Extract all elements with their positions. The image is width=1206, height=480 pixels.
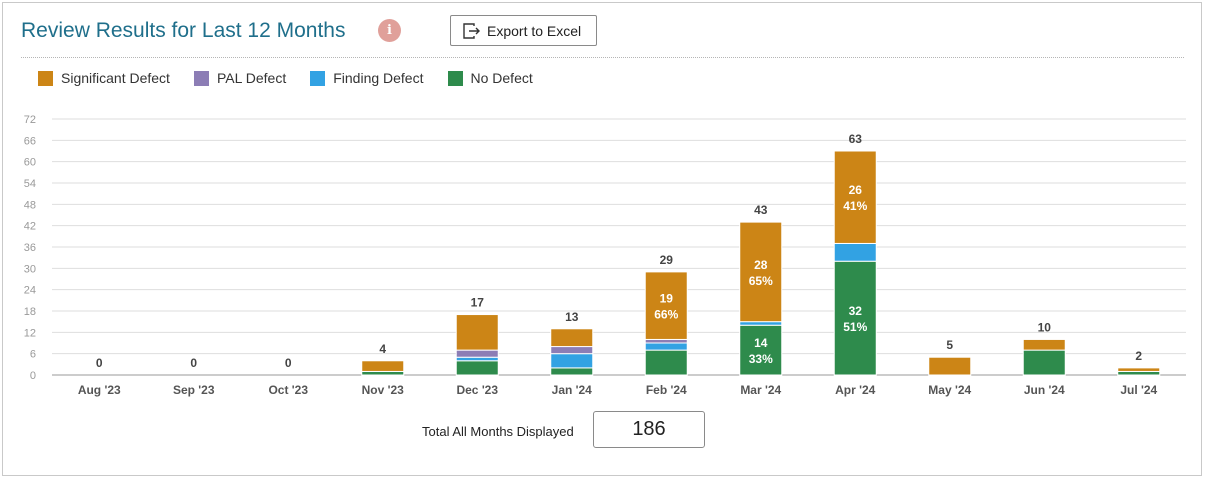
bar-segment xyxy=(739,321,783,326)
legend-swatch xyxy=(193,70,209,86)
legend-swatch xyxy=(38,70,53,86)
bar-segment xyxy=(1117,370,1161,376)
legend-label: PAL Defect xyxy=(216,70,287,86)
y-tick-label: 60 xyxy=(24,157,36,169)
bar-total-label: 2 xyxy=(1135,349,1142,363)
bar-segment xyxy=(644,271,688,340)
y-tick-label: 42 xyxy=(24,221,36,233)
bar-segment xyxy=(644,338,688,344)
legend-label: No Defect xyxy=(470,70,533,86)
bar-total-label: 0 xyxy=(96,356,103,370)
bar-total-label: 5 xyxy=(946,338,953,352)
legend-label: Finding Defect xyxy=(333,70,424,86)
segment-percent-label: 65% xyxy=(749,274,773,288)
bar-segment xyxy=(928,356,972,376)
segment-count-label: 14 xyxy=(754,336,768,350)
legend-item-pal-defect[interactable]: PAL Defect xyxy=(193,70,287,86)
bar-total-label: 13 xyxy=(565,310,579,324)
x-tick-label: Jun '24 xyxy=(1024,383,1065,397)
y-tick-label: 54 xyxy=(24,178,36,190)
x-tick-label: Jul '24 xyxy=(1120,383,1157,397)
bar-segment xyxy=(550,367,594,376)
x-tick-label: Mar '24 xyxy=(740,383,781,397)
bar-segment xyxy=(550,328,594,348)
x-tick-label: Feb '24 xyxy=(646,383,687,397)
bar-total-label: 4 xyxy=(379,342,386,356)
legend-label: Significant Defect xyxy=(61,70,170,86)
segment-percent-label: 51% xyxy=(843,320,867,334)
bar-segment xyxy=(644,342,688,351)
legend-swatch xyxy=(310,70,326,86)
export-icon xyxy=(463,22,481,39)
bar-total-label: 0 xyxy=(285,356,292,370)
bar-segment xyxy=(455,356,499,362)
y-tick-label: 30 xyxy=(24,263,36,275)
y-tick-label: 36 xyxy=(24,242,36,254)
bar-total-label: 10 xyxy=(1038,320,1052,334)
total-value: 186 xyxy=(593,411,705,448)
segment-count-label: 28 xyxy=(754,258,768,272)
y-tick-label: 24 xyxy=(24,285,36,297)
bar-segment xyxy=(455,360,499,376)
x-tick-label: Apr '24 xyxy=(835,383,876,397)
bar-segment xyxy=(361,360,405,372)
bar-segment xyxy=(455,314,499,351)
segment-count-label: 19 xyxy=(660,292,674,306)
bar-segment xyxy=(550,346,594,355)
segment-percent-label: 66% xyxy=(654,308,678,322)
bar-segment xyxy=(1022,349,1066,376)
page-title: Review Results for Last 12 Months xyxy=(21,19,346,42)
bar-segment xyxy=(739,324,783,376)
x-tick-label: May '24 xyxy=(928,383,971,397)
bar-segment xyxy=(833,242,877,262)
segment-count-label: 26 xyxy=(849,183,863,197)
y-tick-label: 72 xyxy=(24,114,36,126)
bar-total-label: 0 xyxy=(190,356,197,370)
x-tick-label: Jan '24 xyxy=(552,383,593,397)
legend-item-significant-defect[interactable]: Significant Defect xyxy=(38,70,170,86)
legend-item-finding-defect[interactable]: Finding Defect xyxy=(310,70,424,86)
bar-total-label: 43 xyxy=(754,203,768,217)
bar-segment xyxy=(644,349,688,376)
bar-total-label: 29 xyxy=(660,253,674,267)
y-tick-label: 12 xyxy=(24,327,36,339)
segment-count-label: 32 xyxy=(849,304,863,318)
bar-segment xyxy=(833,150,877,244)
total-label: Total All Months Displayed xyxy=(422,424,574,439)
segment-percent-label: 33% xyxy=(749,352,773,366)
bar-segment xyxy=(739,221,783,323)
x-tick-label: Dec '23 xyxy=(456,383,498,397)
legend-item-no-defect[interactable]: No Defect xyxy=(447,70,533,86)
x-tick-label: Nov '23 xyxy=(362,383,405,397)
legend-swatch xyxy=(447,70,463,86)
y-tick-label: 0 xyxy=(30,370,36,382)
x-tick-label: Sep '23 xyxy=(173,383,215,397)
export-button-label: Export to Excel xyxy=(487,22,582,39)
bar-segment xyxy=(361,370,405,376)
info-icon[interactable]: i xyxy=(378,19,401,42)
bar-total-label: 17 xyxy=(471,296,485,310)
header-divider xyxy=(21,57,1184,58)
bar-total-label: 63 xyxy=(849,132,863,146)
bar-segment xyxy=(550,353,594,369)
x-tick-label: Aug '23 xyxy=(78,383,121,397)
bar-segment xyxy=(455,349,499,358)
export-to-excel-button[interactable]: Export to Excel xyxy=(450,15,597,46)
bar-segment xyxy=(833,260,877,376)
segment-percent-label: 41% xyxy=(843,199,867,213)
bar-segment xyxy=(1022,338,1066,351)
chart-legend: Significant Defect PAL Defect Finding De… xyxy=(38,70,557,86)
y-tick-label: 18 xyxy=(24,306,36,318)
y-tick-label: 6 xyxy=(30,349,36,361)
y-tick-label: 48 xyxy=(24,199,36,211)
bar-segment xyxy=(1117,367,1161,372)
y-tick-label: 66 xyxy=(24,135,36,147)
x-tick-label: Oct '23 xyxy=(268,383,308,397)
